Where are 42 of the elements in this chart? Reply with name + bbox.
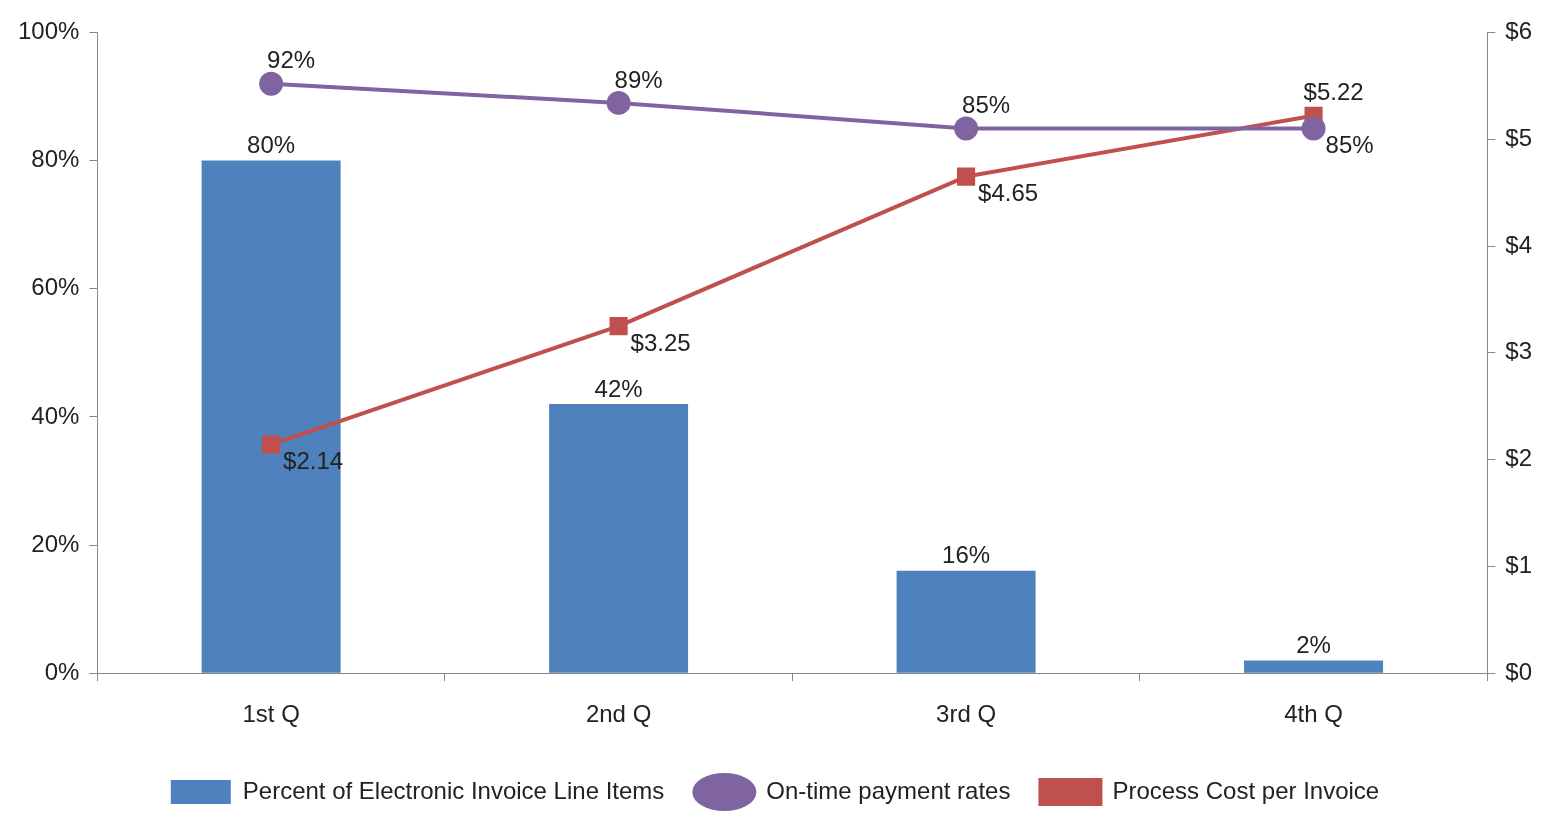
legend-label: Percent of Electronic Invoice Line Items (242, 776, 665, 804)
data-label: 89% (614, 65, 663, 93)
data-label: 80% (247, 131, 296, 159)
y2-tick-label: $6 (1505, 17, 1533, 45)
x-tick-label: 3rd Q (936, 700, 997, 728)
point (609, 317, 628, 336)
data-label: $3.25 (630, 328, 691, 356)
data-label: $5.22 (1303, 78, 1364, 106)
x-tick-label: 4th Q (1284, 700, 1343, 728)
data-label: 85% (962, 91, 1011, 119)
point (954, 116, 979, 141)
legend-label: Process Cost per Invoice (1112, 776, 1380, 804)
data-label: 85% (1325, 131, 1374, 159)
point (606, 90, 631, 115)
bar (1244, 660, 1384, 673)
data-label: 16% (942, 541, 991, 569)
data-label: 42% (594, 374, 643, 402)
bar (201, 160, 341, 673)
y2-tick-label: $4 (1505, 230, 1533, 258)
x-tick-label: 2nd Q (585, 700, 652, 728)
y2-tick-label: $3 (1505, 337, 1533, 365)
y-tick-label: 40% (31, 401, 80, 429)
point (262, 435, 281, 454)
bar (896, 570, 1036, 673)
y2-tick-label: $5 (1505, 123, 1533, 151)
y-tick-label: 20% (31, 529, 80, 557)
y-tick-label: 100% (17, 17, 80, 45)
bar (549, 404, 689, 673)
point (957, 167, 976, 186)
y-tick-label: 60% (31, 273, 80, 301)
data-label: 2% (1296, 631, 1331, 659)
data-label: 92% (267, 46, 316, 74)
x-tick-label: 1st Q (242, 700, 300, 728)
y2-tick-label: $2 (1505, 444, 1533, 472)
legend-label: On-time payment rates (766, 776, 1011, 804)
y-tick-label: 0% (44, 657, 80, 685)
point (1301, 116, 1326, 141)
point (259, 71, 284, 96)
y-tick-label: 80% (31, 145, 80, 173)
data-label: $4.65 (978, 179, 1039, 207)
y2-tick-label: $1 (1505, 551, 1533, 579)
y2-tick-label: $0 (1505, 657, 1533, 685)
